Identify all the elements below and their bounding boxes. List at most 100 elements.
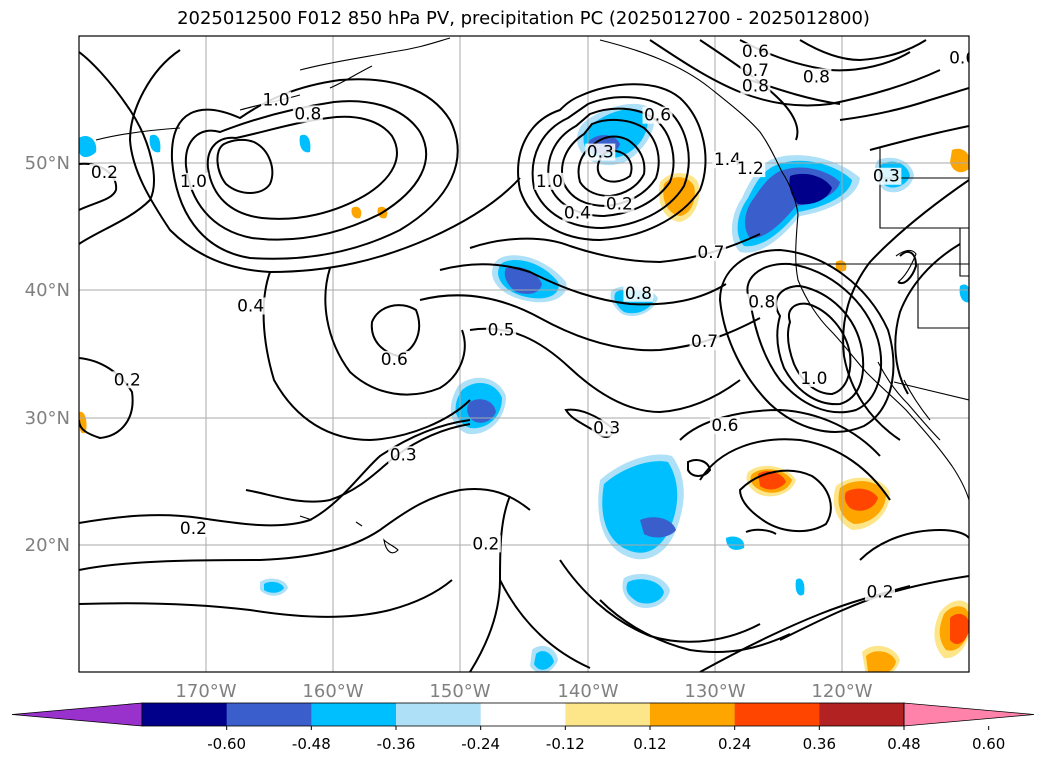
colorbar-bin <box>650 703 736 726</box>
colorbar-tick-label: -0.12 <box>546 735 585 753</box>
colorbar-bin <box>819 703 905 726</box>
contour-label-bg <box>178 520 209 538</box>
contour-label-bg <box>261 91 292 109</box>
contour-label-bg <box>801 68 832 86</box>
colorbar-extend-high <box>903 702 1035 727</box>
contour-label-bg <box>695 244 726 262</box>
contour-label: 0.2 <box>606 195 633 215</box>
contour-label-bg <box>740 77 771 95</box>
colorbar-bin <box>396 703 482 726</box>
contour-label-bg <box>865 583 895 601</box>
contour-label: 0.3 <box>587 143 614 163</box>
contour-label-bg <box>235 297 266 315</box>
contour-label: 0.5 <box>488 321 515 341</box>
contour-label: 0.4 <box>564 204 591 224</box>
contour-label: 0.6 <box>742 42 769 62</box>
contour-label-bg <box>735 160 766 178</box>
map-frame <box>78 35 970 673</box>
contour-label: 0.4 <box>237 296 264 316</box>
contour-label-bg <box>112 371 143 389</box>
contour-label-bg <box>292 105 323 123</box>
contour-label-bg <box>740 43 771 61</box>
contour-label-bg <box>712 151 743 169</box>
contour-label: 0.7 <box>697 243 724 263</box>
contour-label: 0.2 <box>114 370 141 390</box>
contour-label-bg <box>534 172 565 190</box>
contour-label: 0.8 <box>742 76 769 96</box>
colorbar-frame <box>141 702 905 727</box>
contour-label-bg <box>89 163 120 181</box>
contour-label: 1.0 <box>263 90 290 110</box>
colorbar-tick-label: 0.24 <box>718 735 751 753</box>
contour-label: 0.6 <box>381 350 408 370</box>
contour-label-bg <box>178 172 209 190</box>
colorbar-bin <box>734 703 820 726</box>
colorbar-tick-label: 0.48 <box>887 735 920 753</box>
contour-label: 1.0 <box>536 172 563 192</box>
colorbar-bin <box>226 703 312 726</box>
pv-contours <box>79 39 969 672</box>
contour-label-bg <box>585 143 616 161</box>
contour-label: 0.3 <box>390 445 417 465</box>
contour-label: 0.6 <box>949 48 976 68</box>
map-area: 0.60.70.8 0.80.61.00.80.2 1.00.30.61.00.20… <box>79 36 976 672</box>
colorbar-tick-label: -0.60 <box>207 735 246 753</box>
contour-label: 0.6 <box>711 416 738 436</box>
lon-label-160w: 160°W <box>302 681 363 702</box>
contour-label-bg <box>642 106 673 124</box>
contour-label: 0.7 <box>742 61 769 81</box>
contour-label-bg <box>470 535 501 553</box>
lon-label-130w: 130°W <box>684 681 745 702</box>
gridlines <box>79 36 969 672</box>
contour-label: 0.6 <box>644 106 671 126</box>
contour-label-bg <box>740 62 771 80</box>
contour-label: 0.2 <box>866 583 893 603</box>
colorbar-bin <box>480 703 566 726</box>
contour-label-bg <box>486 321 517 339</box>
contour-label: 1.0 <box>180 172 207 192</box>
contour-label-bg <box>562 204 593 222</box>
contour-label-bg <box>591 419 622 437</box>
contour-labels: 0.60.70.8 0.80.61.00.80.2 1.00.30.61.00.20… <box>89 42 976 603</box>
lon-label-140w: 140°W <box>557 681 618 702</box>
colorbar-tick-label: -0.24 <box>461 735 500 753</box>
colorbar-tick-label: 0.36 <box>803 735 836 753</box>
contour-label: 0.2 <box>91 163 118 183</box>
contour-label-bg <box>709 417 740 435</box>
colorbar-tick-label: -0.48 <box>292 735 331 753</box>
contour-label: 0.3 <box>593 419 620 439</box>
contour-label-bg <box>798 369 829 387</box>
lat-label-30n: 30°N <box>25 408 70 429</box>
contour-label: 0.2 <box>472 534 499 554</box>
contour-label: 0.3 <box>873 167 900 187</box>
lon-label-150w: 150°W <box>429 681 490 702</box>
colorbar: -0.60 -0.48 -0.36 -0.24 -0.12 0.12 0.24 0.36 0.4… <box>11 702 1035 753</box>
lat-label-50n: 50°N <box>25 153 70 174</box>
contour-label: 1.0 <box>800 369 827 389</box>
lon-label-120w: 120°W <box>811 681 872 702</box>
colorbar-tick-label: 0.12 <box>633 735 666 753</box>
contour-label: 0.2 <box>180 519 207 539</box>
contour-label: 1.2 <box>737 159 764 179</box>
contour-label-bg <box>604 195 635 213</box>
contour-label: 1.4 <box>714 150 741 170</box>
contour-label: 0.7 <box>691 332 718 352</box>
colorbar-tick-label: -0.36 <box>377 735 416 753</box>
contour-label-bg <box>388 446 419 464</box>
contour-label: 0.8 <box>803 68 830 88</box>
contour-label-bg <box>947 49 969 67</box>
contour-label: 0.8 <box>748 293 775 313</box>
contour-label: 0.8 <box>625 284 652 304</box>
lat-label-40n: 40°N <box>25 280 70 301</box>
colorbar-tick-label: 0.60 <box>972 735 1005 753</box>
contour-label-bg <box>379 350 410 368</box>
colorbar-bin <box>311 703 397 726</box>
map-title: 2025012500 F012 850 hPa PV, precipitatio… <box>177 8 870 29</box>
lon-label-170w: 170°W <box>175 681 236 702</box>
colorbar-bin <box>142 703 228 726</box>
colorbar-bin <box>565 703 651 726</box>
colorbar-extend-low <box>11 702 143 727</box>
contour-label-bg <box>689 333 720 351</box>
contour-label-bg <box>746 293 777 311</box>
